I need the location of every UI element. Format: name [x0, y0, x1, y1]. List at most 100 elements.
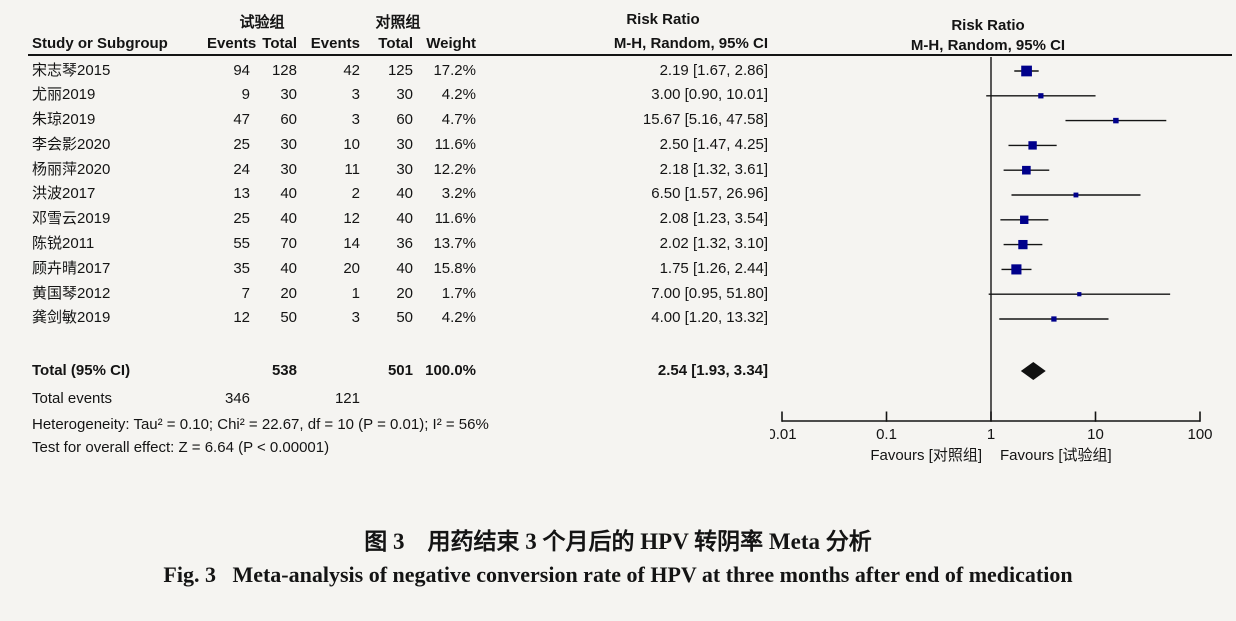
events-ctrl: 3 — [351, 309, 360, 327]
method-column-header: M-H, Random, 95% CI — [613, 35, 768, 52]
events-ctrl: 10 — [343, 135, 360, 153]
study-name: 洪波2017 — [32, 185, 96, 203]
study-name: 龚剑敏2019 — [32, 309, 111, 327]
rr-ci: 2.18 [1.32, 3.61] — [659, 160, 768, 178]
total-ctrl: 30 — [396, 160, 413, 178]
weight: 13.7% — [433, 235, 476, 253]
total-row: Total (95% CI) 538 501 100.0% 2.54 [1.93… — [32, 358, 768, 383]
weight: 15.8% — [433, 259, 476, 277]
table-row: 顾卉晴2017 35 40 20 40 15.8% 1.75 [1.26, 2.44] — [32, 257, 768, 282]
weight-column-header: Weight — [426, 35, 476, 52]
total-events-row: Total events 346 121 — [32, 386, 768, 411]
rr-ci: 4.00 [1.20, 13.32] — [651, 309, 768, 327]
x-axis-tick-label: 10 — [1087, 426, 1104, 443]
study-name: 杨丽萍2020 — [32, 160, 111, 178]
total-events-exp: 346 — [224, 390, 250, 407]
effect-marker — [1011, 264, 1022, 275]
total-weight: 100.0% — [425, 362, 476, 379]
weight: 3.2% — [441, 185, 476, 203]
study-name: 黄国琴2012 — [32, 284, 111, 302]
total-exp: 50 — [280, 309, 297, 327]
table-header-row: Study or Subgroup Events Total Events To… — [32, 33, 768, 54]
x-axis-tick-label: 0.1 — [876, 426, 897, 443]
effect-marker — [1018, 239, 1028, 250]
study-name: 李会影2020 — [32, 135, 111, 153]
overall-effect-text: Test for overall effect: Z = 6.64 (P < 0… — [32, 439, 330, 456]
effect-marker — [1051, 316, 1057, 322]
risk-ratio-column-header: Risk Ratio — [626, 11, 700, 28]
table-row: 杨丽萍2020 24 30 11 30 12.2% 2.18 [1.32, 3.61] — [32, 158, 768, 183]
effect-marker — [1028, 141, 1037, 150]
weight: 4.2% — [441, 86, 476, 104]
study-name: 宋志琴2015 — [32, 61, 111, 79]
total-ctrl: 125 — [387, 61, 413, 79]
table-row: 宋志琴2015 94 128 42 125 17.2% 2.19 [1.67, 2.86] — [32, 59, 768, 84]
total-exp-n: 538 — [271, 362, 297, 379]
table-row: 洪波2017 13 40 2 40 3.2% 6.50 [1.57, 26.96] — [32, 182, 768, 207]
events-exp: 55 — [233, 235, 250, 253]
rr-ci: 7.00 [0.95, 51.80] — [651, 284, 768, 302]
total-exp: 40 — [280, 185, 297, 203]
table-row: 邓雪云2019 25 40 12 40 11.6% 2.08 [1.23, 3.54] — [32, 207, 768, 232]
weight: 4.2% — [441, 309, 476, 327]
total-ctrl: 36 — [396, 235, 413, 253]
rr-ci: 2.02 [1.32, 3.10] — [659, 235, 768, 253]
total-ctrl-column-header: Total — [378, 35, 413, 52]
x-axis-tick-label: 100 — [1187, 426, 1212, 443]
events-exp: 9 — [241, 86, 250, 104]
events-exp: 24 — [233, 160, 250, 178]
events-ctrl: 20 — [343, 259, 360, 277]
table-row: 陈锐2011 55 70 14 36 13.7% 2.02 [1.32, 3.10] — [32, 232, 768, 257]
weight: 11.6% — [434, 210, 476, 228]
total-ctrl: 40 — [396, 259, 413, 277]
weight: 1.7% — [441, 284, 476, 302]
weight: 12.2% — [433, 160, 476, 178]
total-exp: 40 — [280, 259, 297, 277]
favours-right-label: Favours [试验组] — [1000, 447, 1112, 464]
x-axis-tick-label: 0.01 — [770, 426, 797, 443]
total-ctrl: 30 — [396, 86, 413, 104]
events-ctrl: 3 — [351, 111, 360, 129]
effect-marker — [1077, 292, 1082, 297]
events-exp: 94 — [233, 61, 250, 79]
effect-marker — [1038, 93, 1044, 99]
weight: 11.6% — [434, 135, 476, 153]
weight: 4.7% — [441, 111, 476, 129]
events-exp: 25 — [233, 210, 250, 228]
events-ctrl: 11 — [344, 160, 360, 178]
figure-caption-zh: 图 3 用药结束 3 个月后的 HPV 转阴率 Meta 分析 — [364, 529, 872, 554]
total-label: Total (95% CI) — [32, 362, 131, 379]
study-name: 尤丽2019 — [32, 86, 96, 104]
control-group-header: 对照组 — [375, 14, 421, 31]
events-ctrl: 2 — [351, 185, 360, 203]
rr-ci: 2.19 [1.67, 2.86] — [659, 61, 768, 79]
total-exp: 70 — [280, 235, 297, 253]
study-name: 朱琼2019 — [32, 111, 96, 129]
total-ctrl-n: 501 — [387, 362, 413, 379]
study-name: 顾卉晴2017 — [32, 259, 111, 277]
total-ctrl: 30 — [396, 135, 413, 153]
total-ctrl: 60 — [396, 111, 413, 129]
total-exp: 30 — [280, 86, 297, 104]
weight: 17.2% — [433, 61, 476, 79]
rr-ci: 15.67 [5.16, 47.58] — [642, 111, 768, 129]
rr-ci: 6.50 [1.57, 26.96] — [651, 185, 768, 203]
events-exp-column-header: Events — [207, 35, 257, 52]
total-exp: 30 — [280, 135, 297, 153]
events-exp: 35 — [233, 259, 250, 277]
study-name: 邓雪云2019 — [32, 210, 111, 228]
events-ctrl-column-header: Events — [310, 35, 360, 52]
total-diamond — [1020, 362, 1046, 380]
events-exp: 12 — [233, 309, 250, 327]
total-exp: 40 — [280, 210, 297, 228]
events-ctrl: 1 — [351, 284, 360, 302]
plot-method-header: M-H, Random, 95% CI — [911, 37, 1065, 54]
forest-plot-canvas: Risk Ratio M-H, Random, 95% CI 0.01 0.1 1 10 1… — [770, 17, 1213, 464]
heterogeneity-text: Heterogeneity: Tau² = 0.10; Chi² = 22.67… — [32, 416, 489, 433]
plot-risk-ratio-header: Risk Ratio — [951, 17, 1024, 34]
total-ctrl: 40 — [396, 210, 413, 228]
total-ctrl: 50 — [396, 309, 413, 327]
events-exp: 25 — [233, 135, 250, 153]
effect-marker — [1022, 165, 1031, 175]
